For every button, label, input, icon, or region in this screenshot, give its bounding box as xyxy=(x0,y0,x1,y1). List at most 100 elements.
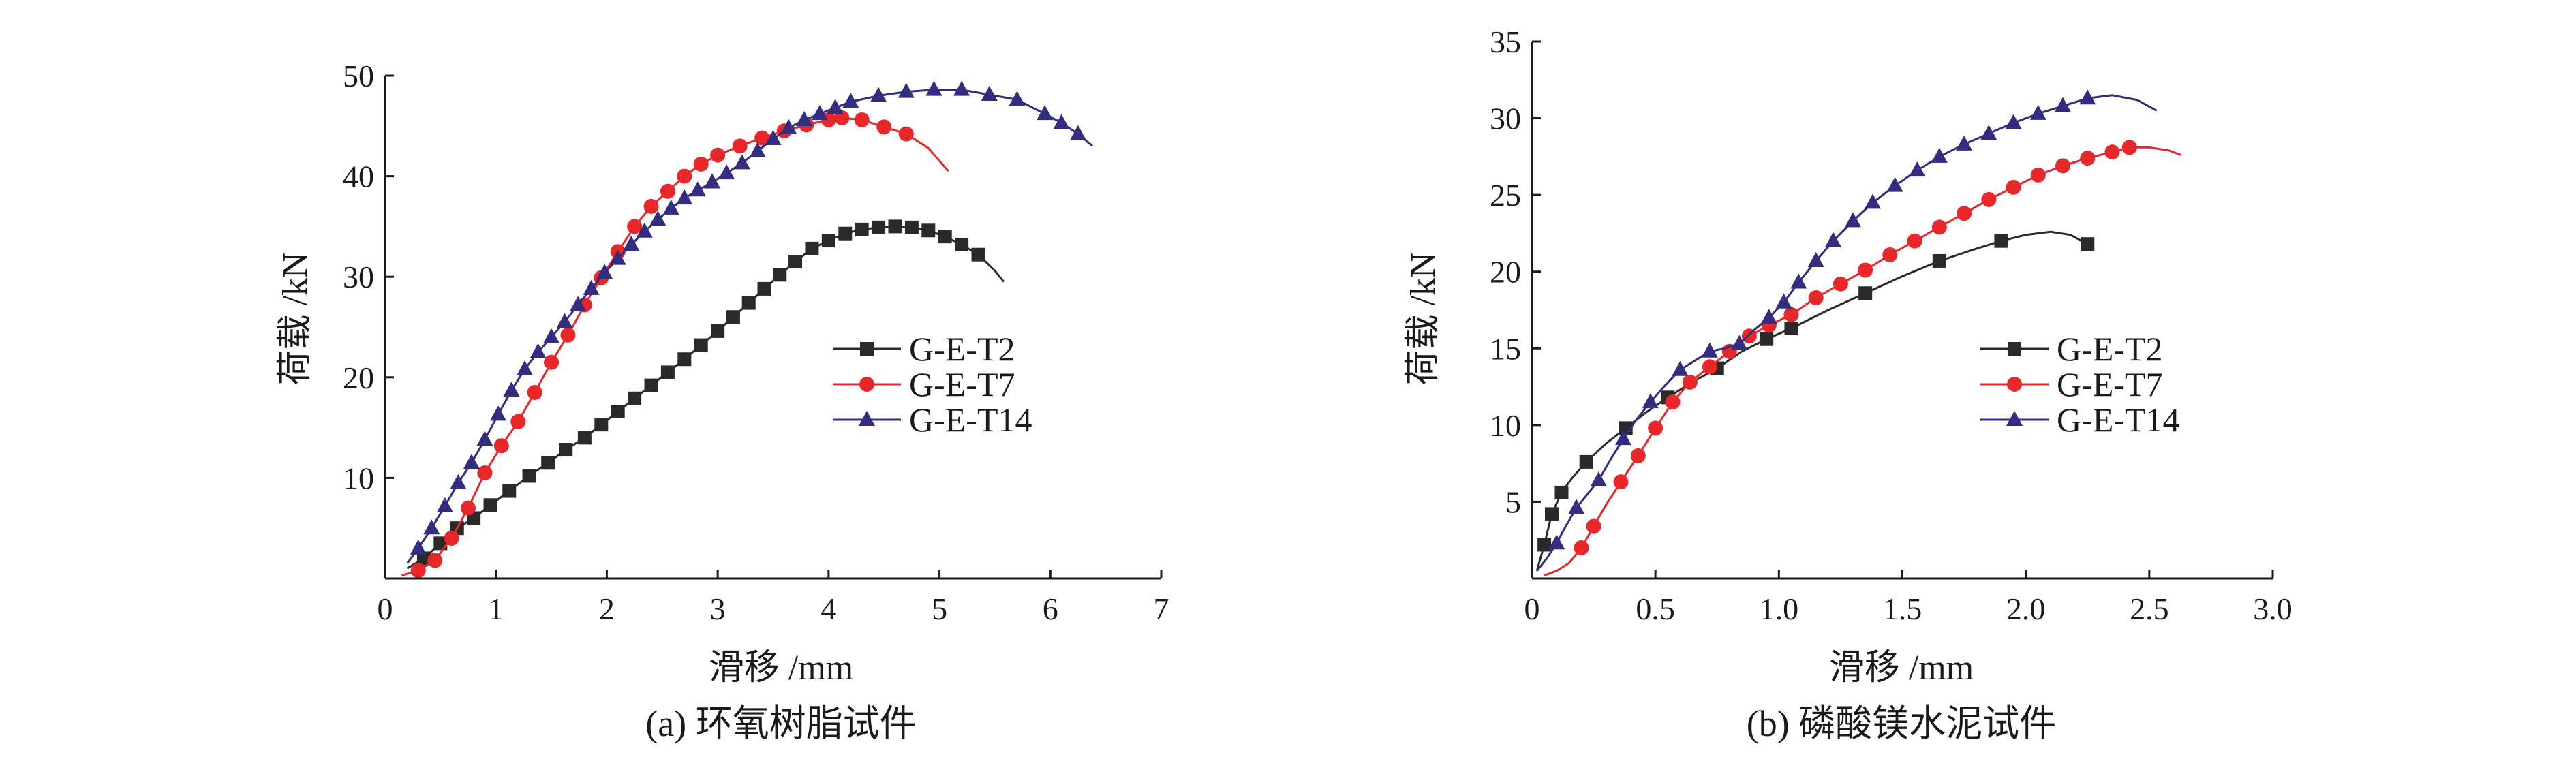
chart-b-data-point xyxy=(1648,420,1663,436)
chart-b-data-point xyxy=(2055,97,2072,112)
chart-b-data-point xyxy=(1980,125,1997,140)
chart-a-data-point xyxy=(609,249,626,265)
chart-b-legend-marker xyxy=(2008,342,2021,356)
chart-b-data-point xyxy=(1642,393,1659,409)
chart-b-data-point xyxy=(2055,158,2071,174)
chart-a-data-point xyxy=(765,129,782,145)
chart-a-data-point xyxy=(718,164,735,180)
chart-b-data-point xyxy=(1833,276,1848,292)
chart-a-data-point xyxy=(888,219,902,234)
chart-a-data-point xyxy=(649,211,666,226)
chart-a-legend-label: G-E-T14 xyxy=(909,401,1032,439)
chart-b-x-tick-label: 1.5 xyxy=(1883,591,1922,626)
chart-b-data-point xyxy=(1701,342,1718,358)
chart-b-data-point xyxy=(1613,474,1629,490)
chart-a-data-point xyxy=(570,296,587,311)
chart-a-data-point xyxy=(981,86,998,102)
chart-a-data-point xyxy=(711,324,725,338)
chart-a-data-point xyxy=(842,93,859,108)
chart-b-data-point xyxy=(1544,507,1559,521)
chart-b-data-point xyxy=(2080,151,2096,166)
chart-a-x-tick-label: 4 xyxy=(821,591,836,626)
chart-a-x-tick-label: 2 xyxy=(599,591,615,626)
chart-a-data-point xyxy=(436,497,453,512)
chart-b-data-point xyxy=(1790,273,1807,289)
chart-a-ylabel: 荷载 /kN xyxy=(276,252,315,385)
chart-a-axes xyxy=(384,76,1161,580)
chart-b-data-point xyxy=(1574,540,1589,555)
chart-b-data-point xyxy=(1909,161,1926,177)
chart-b-data-point xyxy=(1775,293,1792,309)
chart-b-data-point xyxy=(1537,538,1552,552)
chart-b-data-point xyxy=(1554,485,1569,499)
chart-b-data-point xyxy=(2121,140,2137,155)
chart-a-data-point xyxy=(838,226,853,241)
chart-b-legend-label: G-E-T2 xyxy=(2057,330,2163,368)
chart-a-data-point xyxy=(493,438,509,454)
chart-b-data-point xyxy=(1981,191,1997,207)
chart-a-data-point xyxy=(726,310,740,324)
chart-a-data-point xyxy=(594,418,609,432)
chart-b-y-tick-label: 25 xyxy=(1490,178,1521,213)
chart-a-data-point xyxy=(780,119,797,134)
chart-b-y-tick-label: 30 xyxy=(1490,102,1521,136)
chart-b-y-tick-label: 5 xyxy=(1505,484,1521,519)
chart-a-data-point xyxy=(660,183,675,199)
chart-b-data-point xyxy=(1760,309,1777,324)
chart-a-data-point xyxy=(677,352,692,367)
chart-a-y-tick-label: 50 xyxy=(343,59,374,93)
chart-a-data-point xyxy=(483,498,497,512)
chart-b-ylabel: 荷载 /kN xyxy=(1404,252,1443,385)
chart-a-data-point xyxy=(541,456,555,470)
chart-a-data-point xyxy=(461,500,476,516)
chart-a-data-point xyxy=(644,378,658,392)
chart-a-data-point xyxy=(643,198,659,214)
chart-b-data-point xyxy=(1932,253,1946,268)
chart-b-data-point xyxy=(1783,307,1799,322)
chart-a-data-point xyxy=(953,80,970,96)
chart-b-data-point xyxy=(1568,499,1585,514)
chart-a-data-point xyxy=(971,247,985,262)
chart-a-data-point xyxy=(788,255,803,269)
chart-b-x-tick-label: 1.0 xyxy=(1760,591,1799,626)
chart-a-data-point xyxy=(1053,114,1070,129)
chart-a-data-point xyxy=(423,519,440,535)
chart-a-data-point xyxy=(925,80,942,96)
chart-a-legend-marker xyxy=(859,377,874,392)
chart-a-data-point xyxy=(955,237,969,251)
chart-a-data-point xyxy=(502,484,517,498)
chart-a-data-point xyxy=(559,443,573,457)
chart-b-legend-marker xyxy=(2007,377,2022,392)
chart-a-data-point xyxy=(876,119,892,135)
chart-a-data-point xyxy=(583,279,600,295)
chart-a-data-point xyxy=(416,551,431,566)
chart-a-data-point xyxy=(522,469,536,483)
chart-b-x-tick-label: 2.0 xyxy=(2006,591,2046,626)
chart-a-data-point xyxy=(754,130,770,146)
chart-a-data-point xyxy=(898,126,914,142)
chart-b-data-point xyxy=(2030,167,2046,183)
chart-a-data-point xyxy=(427,553,443,568)
chart-b-data-point xyxy=(1825,232,1842,247)
chart-a-data-point xyxy=(611,404,625,418)
chart-a-data-point xyxy=(855,222,869,236)
chart-b-data-point xyxy=(1931,219,1947,235)
chart-a-data-point xyxy=(662,199,679,215)
chart-b-caption: (b) 磷酸镁水泥试件 xyxy=(1747,703,2056,744)
chart-b-data-point xyxy=(1665,394,1681,410)
chart-b-data-point xyxy=(2005,114,2022,129)
chart-b-data-point xyxy=(1994,234,2008,248)
chart-a-data-point xyxy=(577,431,592,445)
chart-a-data-point xyxy=(530,343,547,358)
chart-a-legend-marker xyxy=(859,411,875,426)
chart-b-data-point xyxy=(1865,193,1882,209)
chart-a-x-tick-label: 0 xyxy=(378,591,393,626)
chart-a-data-point xyxy=(741,296,756,310)
chart-a-marks xyxy=(401,80,1094,578)
chart-b-data-point xyxy=(1682,374,1698,390)
chart-a-data-point xyxy=(463,454,480,469)
chart-a-data-point xyxy=(1009,91,1026,106)
chart-b-data-point xyxy=(2104,144,2120,160)
chart-b-data-point xyxy=(1672,360,1689,376)
chart-a-data-point xyxy=(1069,125,1086,140)
